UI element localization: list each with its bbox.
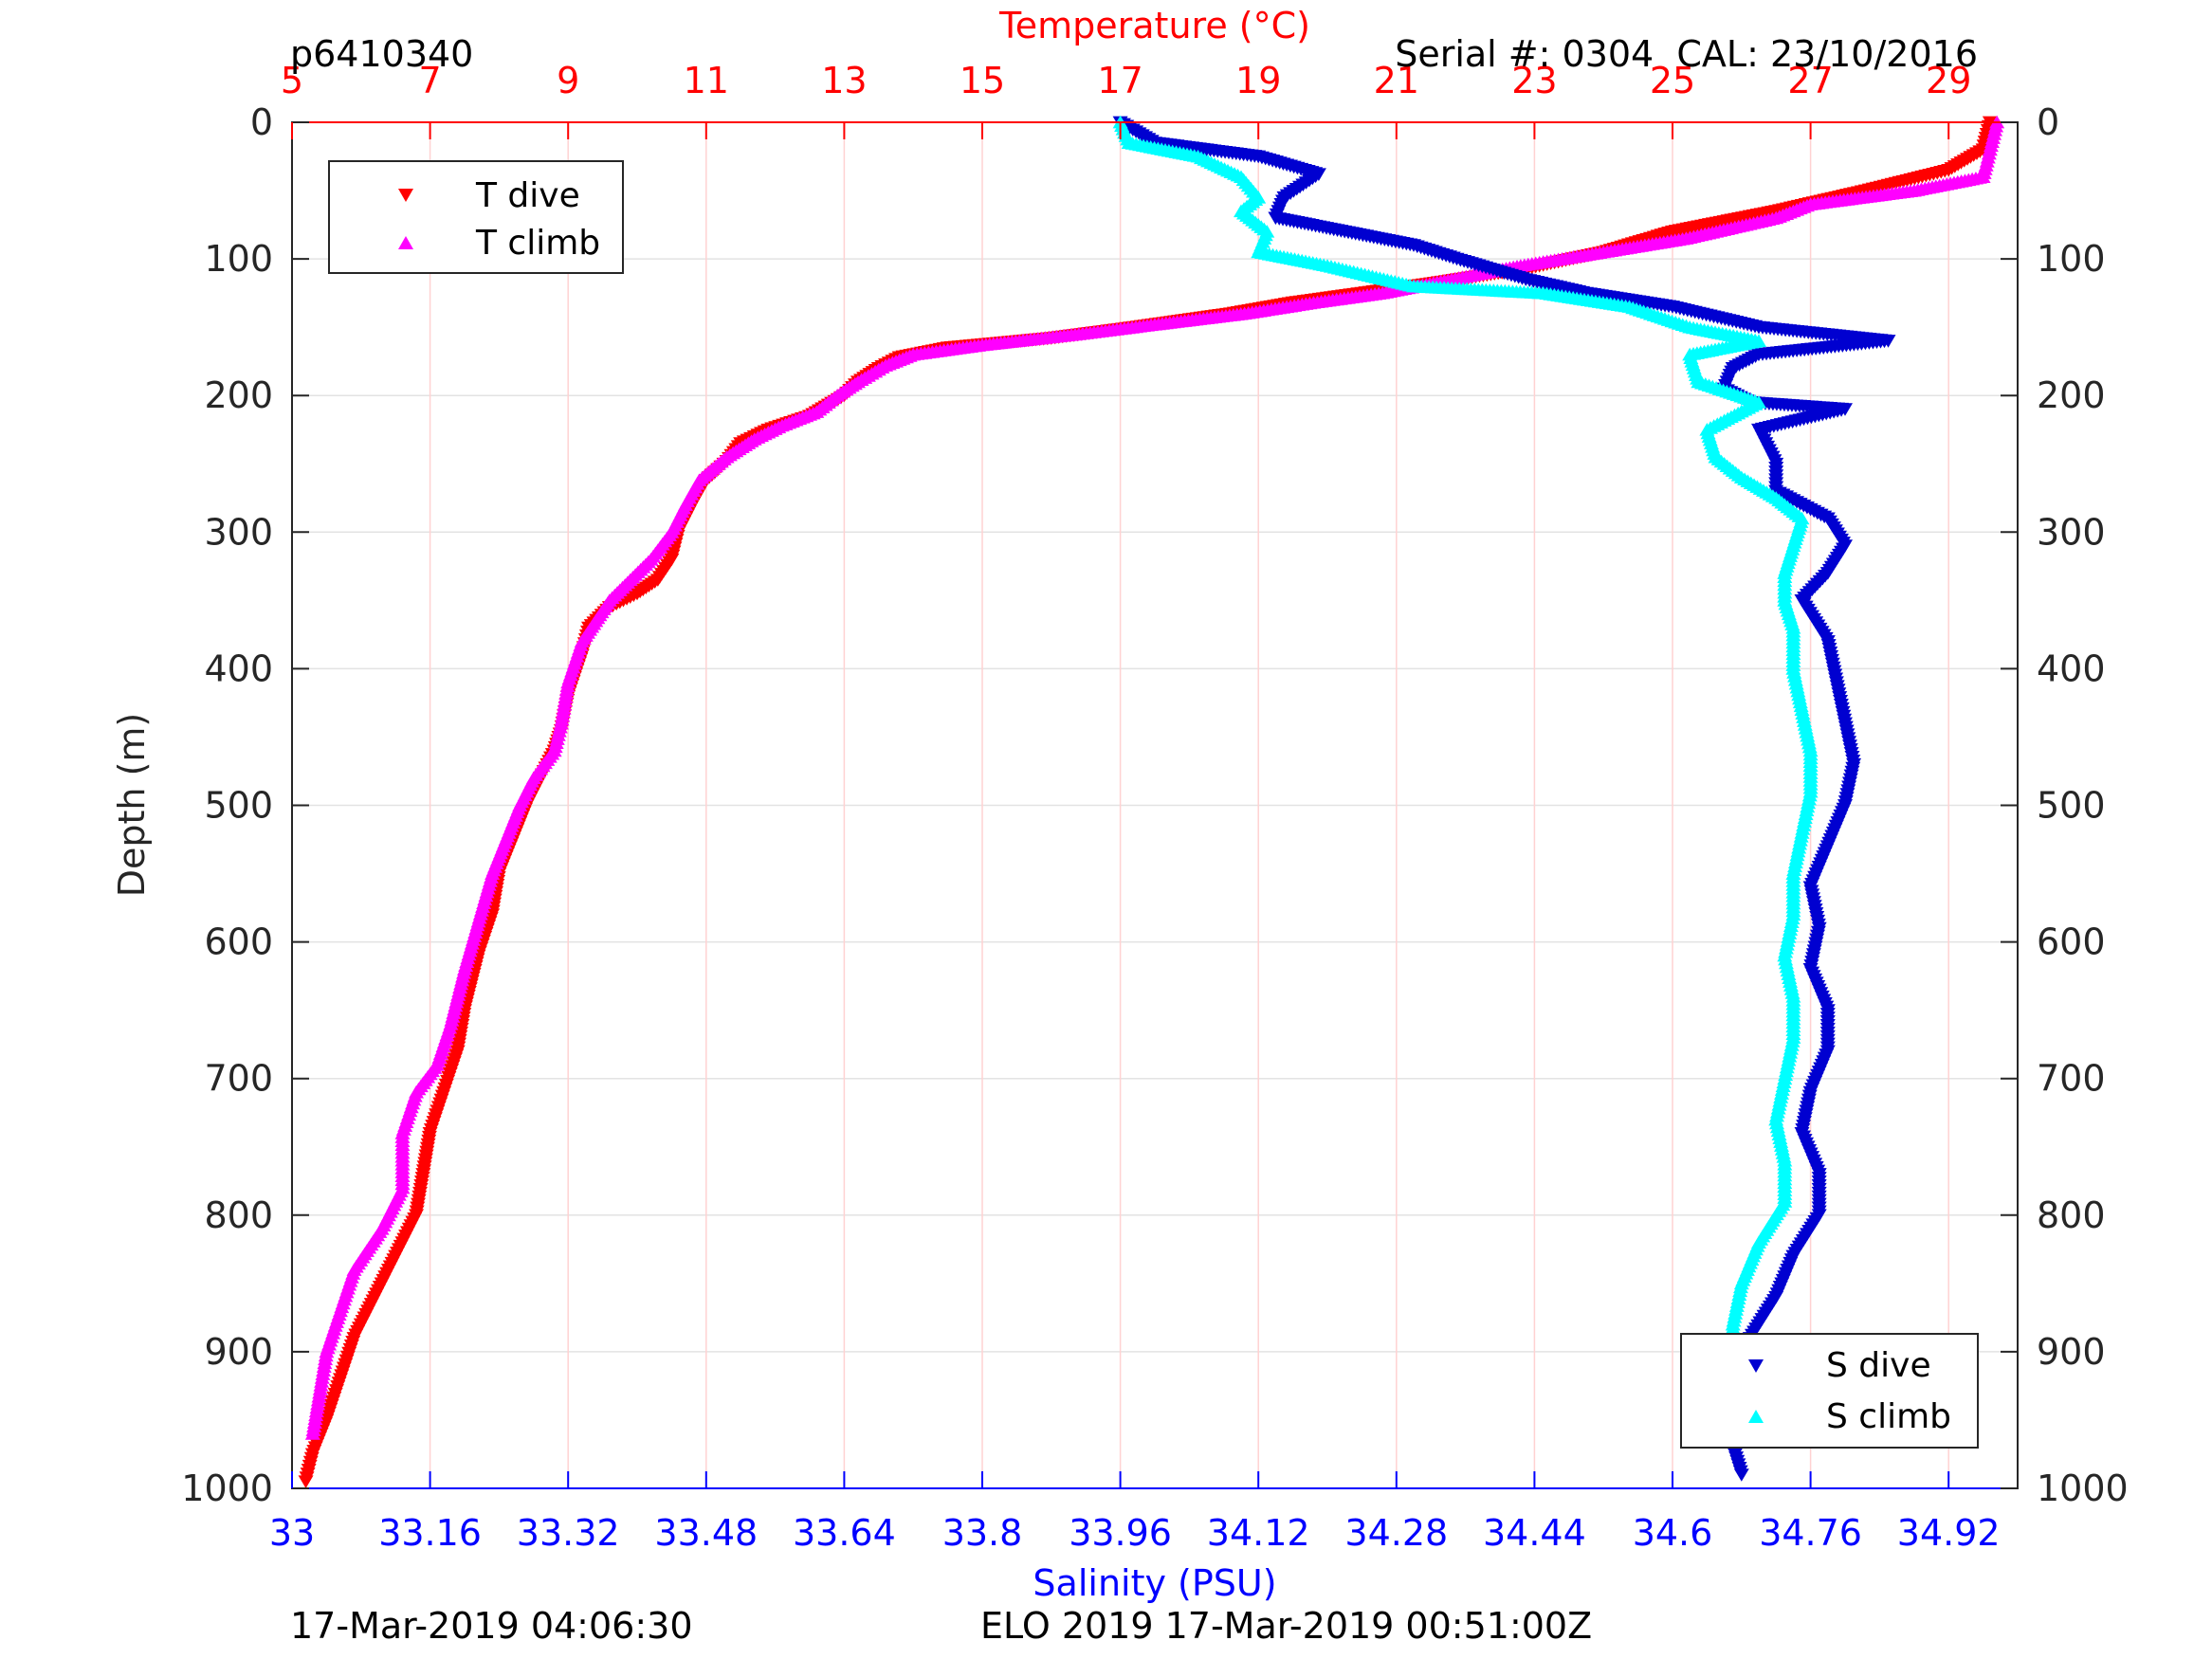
- depth-tick-label-left: 700: [204, 1058, 273, 1100]
- salinity-tick-label: 34.6: [1633, 1512, 1713, 1554]
- salinity-legend-box: [1680, 1333, 1979, 1449]
- salinity-tick-label: 33.16: [378, 1512, 482, 1554]
- salinity-axis-label: Salinity (PSU): [1033, 1562, 1276, 1604]
- depth-tick-label-right: 100: [2037, 238, 2106, 280]
- depth-tick-label-right: 800: [2037, 1194, 2106, 1236]
- data-point: [298, 1475, 314, 1488]
- temperature-tick-label: 17: [1097, 60, 1143, 101]
- depth-tick-label-left: 400: [204, 647, 273, 689]
- temperature-tick-label: 27: [1787, 60, 1833, 101]
- t-climb-legend-marker: [398, 236, 413, 249]
- depth-tick-label-right: 700: [2037, 1058, 2106, 1100]
- salinity-tick-label: 33.64: [793, 1512, 896, 1554]
- depth-tick-label-right: 1000: [2037, 1468, 2129, 1509]
- axes: 0 0 100 100 200 200 300 300 400 400 500 500 600 600 70…: [181, 60, 2128, 1554]
- salinity-tick-label: 33: [269, 1512, 315, 1554]
- temperature-tick-label: 19: [1235, 60, 1281, 101]
- salinity-tick-label: 33.32: [517, 1512, 620, 1554]
- data-point: [1733, 1468, 1749, 1482]
- depth-tick-label-right: 500: [2037, 785, 2106, 827]
- depth-tick-label-right: 900: [2037, 1331, 2106, 1373]
- depth-tick-label-left: 200: [204, 374, 273, 416]
- footer-mission: ELO 2019 17-Mar-2019 00:51:00Z: [980, 1605, 1592, 1647]
- depth-axis-label: Depth (m): [111, 713, 153, 898]
- s-dive-legend-marker: [1748, 1359, 1764, 1373]
- t-dive-legend-label: T dive: [475, 176, 580, 215]
- series-t-climb: [304, 115, 2005, 1440]
- salinity-tick-label: 33.8: [942, 1512, 1023, 1554]
- salinity-tick-label: 34.12: [1207, 1512, 1310, 1554]
- depth-tick-label-left: 500: [204, 785, 273, 827]
- temperature-tick-label: 29: [1926, 60, 1971, 101]
- temperature-tick-label: 7: [419, 60, 442, 101]
- depth-tick-label-right: 400: [2037, 647, 2106, 689]
- s-climb-legend-label: S climb: [1826, 1397, 1951, 1436]
- s-dive-legend-label: S dive: [1826, 1346, 1931, 1385]
- depth-tick-label-right: 300: [2037, 511, 2106, 553]
- temperature-tick-label: 25: [1650, 60, 1695, 101]
- temperature-tick-label: 11: [684, 60, 729, 101]
- salinity-tick-label: 34.44: [1483, 1512, 1586, 1554]
- depth-tick-label-left: 300: [204, 511, 273, 553]
- temperature-tick-label: 9: [557, 60, 579, 101]
- temperature-tick-label: 13: [821, 60, 867, 101]
- depth-tick-label-left: 600: [204, 921, 273, 963]
- salinity-tick-label: 34.92: [1897, 1512, 2001, 1554]
- salinity-tick-label: 34.76: [1759, 1512, 1862, 1554]
- data-point: [304, 1427, 320, 1440]
- temperature-legend: T dive T climb: [328, 160, 624, 274]
- series-s-dive: [1112, 116, 1896, 1482]
- salinity-tick-label: 33.96: [1069, 1512, 1172, 1554]
- depth-tick-label-left: 0: [250, 101, 273, 143]
- depth-tick-label-left: 800: [204, 1194, 273, 1236]
- salinity-legend: S dive S climb: [1680, 1333, 1979, 1449]
- temperature-legend-box: [328, 160, 624, 274]
- depth-tick-label-right: 0: [2037, 101, 2059, 143]
- series-s-climb: [1112, 115, 1819, 1433]
- t-climb-legend-label: T climb: [475, 224, 600, 263]
- temperature-tick-label: 15: [960, 60, 1005, 101]
- salinity-tick-label: 34.28: [1344, 1512, 1448, 1554]
- serial-cal: Serial #: 0304 CAL: 23/10/2016: [1395, 33, 1978, 75]
- salinity-tick-label: 33.48: [654, 1512, 758, 1554]
- grid: [292, 122, 2018, 1488]
- temperature-tick-label: 23: [1511, 60, 1557, 101]
- temperature-tick-label: 5: [281, 60, 303, 101]
- s-climb-legend-marker: [1748, 1410, 1764, 1423]
- depth-tick-label-left: 1000: [181, 1468, 273, 1509]
- depth-tick-label-right: 600: [2037, 921, 2106, 963]
- glider-id: p6410340: [290, 33, 473, 75]
- temperature-tick-label: 21: [1374, 60, 1419, 101]
- series-layer: [298, 115, 2005, 1488]
- temperature-axis-label: Temperature (°C): [998, 5, 1310, 46]
- t-dive-legend-marker: [398, 189, 413, 202]
- depth-tick-label-left: 900: [204, 1331, 273, 1373]
- footer-timestamp: 17-Mar-2019 04:06:30: [290, 1605, 693, 1647]
- depth-tick-label-left: 100: [204, 238, 273, 280]
- depth-tick-label-right: 200: [2037, 374, 2106, 416]
